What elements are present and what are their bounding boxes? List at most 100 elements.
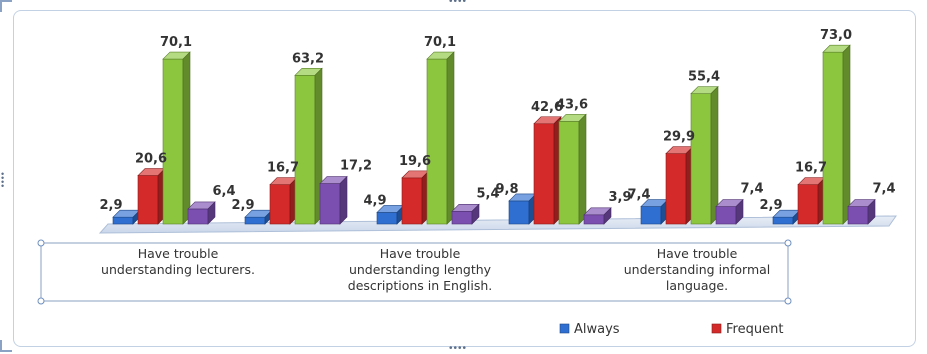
bar-front (583, 214, 605, 225)
bar-1-2 (244, 209, 273, 225)
bar-2-2 (269, 176, 298, 225)
bar-3-6 (822, 44, 851, 225)
resize-handle-bottom[interactable]: •••• (449, 343, 468, 354)
bar-front (665, 153, 687, 225)
data-label: 42,6 (531, 100, 563, 115)
data-label: 5,4 (476, 186, 499, 201)
bar-front (508, 200, 530, 225)
data-label: 73,0 (820, 28, 852, 43)
bar-front (294, 74, 316, 225)
bar-side (578, 113, 587, 225)
data-label: 3,9 (608, 190, 631, 205)
bar-2-3 (401, 170, 430, 225)
data-label: 43,6 (556, 97, 588, 112)
bar-side (735, 198, 744, 225)
bar-2-4 (533, 116, 562, 225)
selection-corner-top-left[interactable] (0, 0, 12, 12)
bar-side (710, 85, 719, 225)
bar-front (451, 210, 473, 225)
data-label: 70,1 (424, 35, 456, 50)
data-label: 29,9 (663, 130, 695, 145)
bar-front (533, 123, 555, 225)
bar-side (842, 44, 851, 225)
bar-front (690, 93, 712, 225)
bar-1-4 (508, 193, 537, 225)
data-label: 2,9 (231, 198, 254, 213)
bar-front (847, 206, 869, 225)
category-label: Have trouble (380, 246, 461, 261)
bar-front (112, 216, 134, 225)
bar-front (319, 183, 341, 225)
data-label: 9,8 (495, 182, 518, 197)
data-label: 6,4 (212, 184, 235, 199)
data-label: 16,7 (795, 161, 827, 176)
bar-front (426, 58, 448, 225)
bar-2-6 (797, 176, 826, 225)
data-label: 63,2 (292, 51, 324, 66)
resize-handle (784, 239, 792, 247)
resize-handle (784, 297, 792, 305)
resize-handle (37, 297, 45, 305)
data-label: 2,9 (99, 198, 122, 213)
legend-label: Frequent (726, 322, 783, 337)
bar-front (558, 121, 580, 225)
bar-3-2 (294, 67, 323, 225)
bar-front (822, 51, 844, 225)
bar-front (269, 184, 291, 225)
selection-corner-bottom-left[interactable] (0, 340, 12, 352)
resize-handle-top[interactable]: •••• (449, 0, 468, 7)
bar-side (471, 203, 480, 225)
bar-3-1 (162, 51, 191, 225)
bar-front (376, 212, 398, 225)
bar-front (715, 206, 737, 225)
data-label: 17,2 (340, 159, 372, 174)
bar-3-3 (426, 51, 455, 225)
data-label: 7,4 (627, 188, 650, 203)
bar-side (867, 198, 876, 225)
resize-handle-left[interactable]: •••• (1, 169, 6, 191)
category-label: Have trouble (138, 246, 219, 261)
bar-front (797, 184, 819, 225)
bar-4-1 (187, 201, 216, 225)
bar-front (772, 216, 794, 225)
data-label: 70,1 (160, 35, 192, 50)
category-label: descriptions in English. (348, 278, 492, 293)
resize-handle (37, 239, 45, 247)
bar-front (244, 216, 266, 225)
bar-2-1 (137, 167, 166, 225)
bar-side (207, 201, 216, 225)
category-label-box (40, 242, 789, 302)
bar-front (187, 208, 209, 225)
category-label: language. (666, 278, 728, 293)
legend-swatch (559, 323, 570, 334)
data-label: 7,4 (872, 182, 895, 197)
bar-2-5 (665, 145, 694, 225)
data-label: 20,6 (135, 152, 167, 167)
data-label: 7,4 (740, 182, 763, 197)
bar-4-3 (451, 203, 480, 225)
bar-side (339, 175, 348, 225)
bar-1-5 (640, 198, 669, 225)
bar-4-4 (583, 207, 612, 225)
bar-4-6 (847, 198, 876, 225)
bar-front (640, 206, 662, 225)
category-label: Have trouble (657, 246, 738, 261)
category-label: understanding lecturers. (101, 262, 255, 277)
bar-front (401, 177, 423, 225)
bar-side (446, 51, 455, 225)
bar-4-5 (715, 198, 744, 225)
bar-side (603, 207, 612, 225)
data-label: 4,9 (363, 193, 386, 208)
data-label: 55,4 (688, 70, 720, 85)
legend-label: Always (574, 322, 620, 337)
bar-side (182, 51, 191, 225)
bar-front (137, 175, 159, 225)
bar-4-2 (319, 175, 348, 225)
data-label: 16,7 (267, 161, 299, 176)
category-label: understanding lengthy (349, 262, 492, 277)
legend-swatch (711, 323, 722, 334)
data-label: 2,9 (759, 198, 782, 213)
bar-3-4 (558, 113, 587, 225)
data-label: 19,6 (399, 154, 431, 169)
